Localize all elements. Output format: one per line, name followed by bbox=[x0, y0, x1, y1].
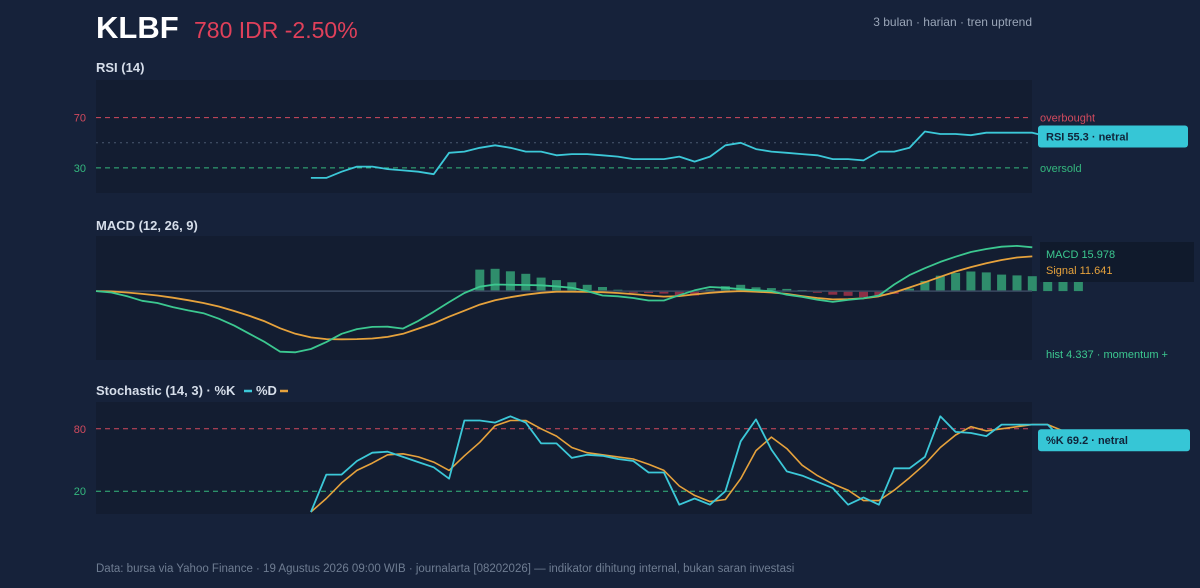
macd-histogram-bar bbox=[782, 288, 792, 292]
macd-histogram-bar bbox=[736, 284, 746, 292]
macd-histogram-bar bbox=[475, 269, 485, 292]
macd-histogram-bar bbox=[981, 272, 991, 292]
macd-histogram-bar bbox=[674, 291, 684, 296]
stochastic-tick-20: 20 bbox=[74, 486, 86, 498]
stochastic-tick-80: 80 bbox=[74, 424, 86, 436]
macd-plot-area bbox=[96, 236, 1032, 360]
rsi-tick-70: 70 bbox=[74, 113, 86, 125]
macd-histogram-bar bbox=[951, 272, 961, 292]
oversold-label: oversold bbox=[1040, 163, 1082, 175]
macd-histogram-bar bbox=[766, 288, 776, 292]
rsi-title: RSI (14) bbox=[96, 60, 144, 75]
stochastic-panel: Stochastic (14, 3) · %K %D 80 20 %K 69.2… bbox=[74, 383, 1190, 514]
chart-meta: 3 bulan · harian · tren uptrend bbox=[873, 15, 1032, 29]
macd-histogram-bar bbox=[536, 277, 546, 292]
macd-histogram-bar bbox=[751, 287, 761, 292]
macd-legend-value: MACD 15.978 bbox=[1046, 249, 1115, 261]
d-legend-label: %D bbox=[256, 383, 277, 398]
macd-histogram-bar bbox=[874, 291, 884, 296]
data-source-footer: Data: bursa via Yahoo Finance · 19 Agust… bbox=[96, 563, 795, 575]
price-change: 780 IDR -2.50% bbox=[194, 17, 358, 43]
macd-histogram bbox=[475, 268, 1083, 298]
macd-histogram-bar bbox=[812, 291, 822, 293]
signal-legend-value: Signal 11.641 bbox=[1046, 265, 1112, 277]
macd-histogram-bar bbox=[1058, 279, 1068, 292]
macd-histogram-bar bbox=[690, 291, 700, 296]
macd-histogram-bar bbox=[1027, 276, 1037, 292]
macd-title: MACD (12, 26, 9) bbox=[96, 218, 198, 233]
k-series-line bbox=[310, 415, 1064, 513]
macd-histogram-bar bbox=[505, 271, 515, 292]
d-series-line bbox=[310, 419, 1064, 513]
rsi-value-label: RSI 55.3 · netral bbox=[1046, 132, 1129, 144]
rsi-series-line bbox=[310, 130, 1048, 179]
macd-histogram-bar bbox=[920, 280, 930, 292]
macd-histogram-bar bbox=[644, 291, 654, 293]
macd-histogram-label: hist 4.337 · momentum + bbox=[1046, 349, 1168, 361]
macd-histogram-bar bbox=[659, 291, 669, 294]
macd-histogram-bar bbox=[997, 274, 1007, 292]
macd-histogram-bar bbox=[859, 291, 868, 298]
rsi-plot-area bbox=[96, 80, 1032, 193]
macd-series-line bbox=[95, 245, 1033, 354]
macd-panel: MACD (12, 26, 9) MACD 15.978 Signal 11.6… bbox=[95, 218, 1194, 361]
macd-histogram-bar bbox=[705, 289, 715, 292]
macd-histogram-bar bbox=[843, 291, 853, 296]
rsi-value-badge bbox=[1038, 125, 1188, 148]
macd-histogram-bar bbox=[521, 273, 531, 292]
ticker-symbol: KLBF bbox=[96, 10, 179, 45]
macd-histogram-bar bbox=[567, 282, 577, 292]
macd-histogram-bar bbox=[905, 288, 914, 292]
rsi-tick-30: 30 bbox=[74, 163, 86, 175]
stochastic-title: Stochastic (14, 3) · %K bbox=[96, 383, 236, 398]
k-value-badge bbox=[1038, 429, 1190, 452]
macd-histogram-bar bbox=[1073, 279, 1083, 292]
overbought-label: overbought bbox=[1040, 113, 1095, 125]
macd-histogram-bar bbox=[828, 291, 838, 295]
macd-histogram-bar bbox=[1043, 277, 1053, 292]
macd-histogram-bar bbox=[582, 284, 592, 292]
macd-histogram-bar bbox=[490, 268, 500, 292]
macd-histogram-bar bbox=[935, 275, 945, 292]
k-value-label: %K 69.2 · netral bbox=[1046, 435, 1128, 447]
macd-histogram-bar bbox=[1012, 275, 1022, 292]
macd-histogram-bar bbox=[598, 287, 607, 292]
stochastic-plot-area bbox=[96, 402, 1032, 514]
macd-histogram-bar bbox=[966, 271, 976, 292]
macd-histogram-bar bbox=[628, 291, 638, 293]
rsi-panel: RSI (14) 70 30 overbought oversold RSI 5… bbox=[74, 60, 1188, 193]
macd-legend-box bbox=[1040, 242, 1194, 282]
